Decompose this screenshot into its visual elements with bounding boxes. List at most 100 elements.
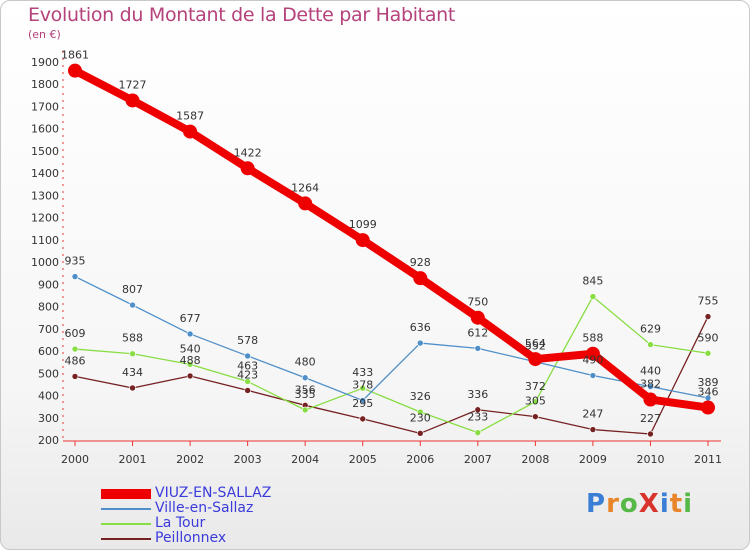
y-tick-label: 1000 [31,256,59,269]
data-point [416,408,424,416]
data-label: 845 [582,275,603,288]
data-point [186,330,194,338]
x-tick-label: 2008 [521,453,549,466]
data-point [129,350,136,358]
data-point [71,345,79,353]
y-tick-label: 1500 [31,145,59,158]
data-label: 440 [640,365,661,378]
legend-label: VIUZ-EN-SALLAZ [155,485,272,501]
data-point [589,372,597,379]
data-label: 928 [410,256,431,269]
y-tick-label: 900 [38,278,59,291]
data-point [186,372,194,380]
data-label: 305 [525,395,546,408]
y-tick-label: 800 [38,301,59,314]
data-point [129,384,136,392]
data-point [244,352,251,360]
data-label: 750 [467,296,488,309]
data-point [298,196,313,211]
data-point [647,341,654,348]
data-point [355,233,370,248]
data-label: 433 [352,366,373,379]
data-point [474,406,482,414]
y-tick-label: 1300 [31,189,59,202]
chart-unit-label: (en €) [28,28,61,41]
logo-letter: r [606,489,620,519]
x-tick-label: 2001 [119,453,147,466]
data-label: 488 [180,354,201,367]
logo-letter: t [669,489,684,519]
data-label: 636 [410,321,431,334]
data-point [474,345,482,352]
x-tick-label: 2004 [291,453,319,466]
data-point [186,361,194,368]
data-point [528,352,543,367]
data-label: 434 [122,366,143,379]
y-tick-label: 1700 [31,100,59,113]
logo-letter: X [638,489,660,519]
data-point [183,124,198,139]
data-point [413,271,428,286]
y-tick-label: 1900 [31,56,59,69]
data-label: 378 [352,378,373,391]
y-tick-label: 400 [38,390,59,403]
data-label: 1727 [119,78,147,91]
data-label: 463 [237,360,258,373]
data-label: 609 [65,327,86,340]
x-tick-label: 2007 [464,453,492,466]
data-point [68,63,82,78]
data-label: 372 [525,380,546,393]
data-label: 578 [237,334,258,347]
data-label: 490 [582,354,603,367]
data-point [704,313,712,320]
legend-label: Peillonnex [155,530,227,546]
x-tick-label: 2010 [636,453,664,466]
legend-swatch [101,508,151,510]
data-label: 588 [582,332,603,345]
data-point [532,398,539,406]
chart-axes: 200 300 400 500 600 700 800 900 1000 1100 1200 1300… [31,51,722,466]
x-tick-label: 2006 [406,453,434,466]
y-tick-label: 1200 [31,212,59,225]
x-tick-label: 2002 [176,453,204,466]
legend-label: La Tour [155,515,206,531]
data-point [416,430,424,437]
data-label: 588 [122,332,143,345]
data-point [701,400,715,415]
data-point [532,413,539,420]
data-point [244,387,251,394]
data-label: 1099 [349,218,377,231]
data-label: 1264 [291,181,319,194]
y-tick-label: 500 [38,367,59,380]
y-tick-label: 200 [38,434,59,447]
data-label: 1861 [61,49,89,62]
proxiti-logo: ProXiti [586,489,693,519]
data-label: 233 [467,411,488,424]
data-label: 389 [698,376,719,389]
logo-letter: i [683,489,694,519]
data-point [359,415,367,423]
data-point [643,392,658,407]
data-point [240,161,255,176]
data-label: 486 [65,354,86,367]
data-point [589,426,597,433]
data-label: 326 [410,390,431,403]
data-label: 480 [295,356,316,369]
data-point [359,384,367,392]
data-label: 807 [122,283,143,296]
y-tick-label: 1600 [31,123,59,136]
data-point [71,373,79,380]
series-line-peillonnex [74,315,709,435]
data-label: 247 [582,408,603,421]
data-point [244,378,251,385]
x-tick-label: 2000 [61,453,89,466]
y-tick-label: 1400 [31,167,59,180]
data-point [647,383,654,390]
data-point [125,93,140,108]
legend-swatch [101,489,151,499]
data-point [416,339,424,347]
data-label: 423 [237,368,258,381]
data-point [359,397,367,404]
data-point [474,429,482,436]
